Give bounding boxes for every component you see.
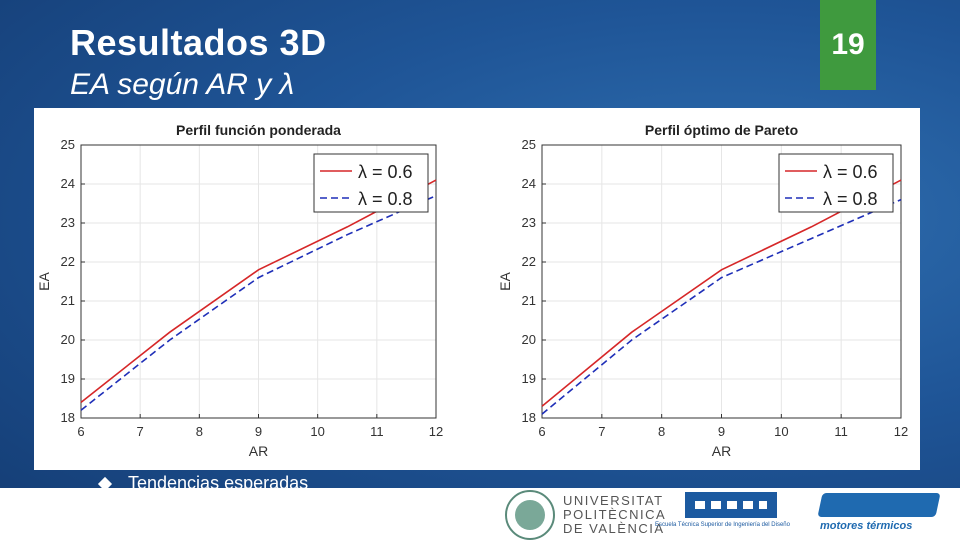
y-tick-label: 18 bbox=[522, 410, 536, 425]
chart-1: 6 7 8 9 10 11 12 18 19 20 21 22 23 24 25 Perfil función… bbox=[36, 122, 443, 459]
x-tick-label: 9 bbox=[255, 424, 262, 439]
x-tick-label: 7 bbox=[598, 424, 605, 439]
cmt-logo: motores térmicos bbox=[817, 493, 941, 532]
x-tick-label: 9 bbox=[718, 424, 725, 439]
cmt-mark-icon bbox=[817, 493, 941, 517]
y-tick-label: 24 bbox=[61, 176, 75, 191]
y-tick-label: 20 bbox=[522, 332, 536, 347]
y-tick-label: 21 bbox=[522, 293, 536, 308]
chart-title: Perfil función ponderada bbox=[176, 122, 341, 138]
upv-seal-icon bbox=[505, 490, 555, 540]
cmt-logo-text: motores térmicos bbox=[820, 520, 913, 532]
etsid-logo-text: Escuela Técnica Superior de Ingeniería d… bbox=[655, 522, 790, 528]
y-axis-label: EA bbox=[497, 272, 513, 291]
slide-title: Resultados 3D bbox=[70, 22, 327, 63]
chart-panel: 6 7 8 9 10 11 12 18 19 20 21 22 23 24 25 Perfil función… bbox=[34, 108, 920, 470]
y-tick-label: 25 bbox=[61, 137, 75, 152]
upv-logo: UNIVERSITAT POLITÈCNICA DE VALÈNCIA bbox=[505, 490, 666, 540]
x-axis-label: AR bbox=[249, 443, 268, 459]
legend-label-1: λ = 0.6 bbox=[358, 162, 413, 182]
legend-label-2: λ = 0.8 bbox=[823, 189, 878, 209]
series-line-2 bbox=[541, 198, 902, 415]
charts-svg: 6 7 8 9 10 11 12 18 19 20 21 22 23 24 25 Perfil función… bbox=[36, 122, 908, 459]
x-tick-label: 7 bbox=[137, 424, 144, 439]
x-tick-label: 12 bbox=[894, 424, 908, 439]
slide-subtitle: EA según AR y λ bbox=[70, 68, 295, 101]
y-axis-label: EA bbox=[36, 272, 52, 291]
x-axis-label: AR bbox=[712, 443, 731, 459]
footer-logo-strip bbox=[0, 488, 960, 540]
x-tick-label: 12 bbox=[429, 424, 443, 439]
legend: λ = 0.6 λ = 0.8 bbox=[313, 153, 429, 213]
legend: λ = 0.6 λ = 0.8 bbox=[778, 153, 894, 213]
upv-logo-text: UNIVERSITAT POLITÈCNICA DE VALÈNCIA bbox=[563, 493, 667, 536]
legend-box bbox=[778, 153, 894, 213]
y-tick-label: 21 bbox=[61, 293, 75, 308]
etsid-mark-icon bbox=[685, 492, 777, 518]
page-number-badge: 19 bbox=[820, 0, 876, 90]
etsid-logo: Escuela Técnica Superior de Ingeniería d… bbox=[655, 492, 805, 528]
y-tick-label: 22 bbox=[61, 254, 75, 269]
y-tick-label: 23 bbox=[522, 215, 536, 230]
legend-label-1: λ = 0.6 bbox=[823, 162, 878, 182]
y-tick-label: 25 bbox=[522, 137, 536, 152]
x-tick-label: 11 bbox=[370, 424, 384, 439]
x-tick-label: 8 bbox=[658, 424, 665, 439]
y-tick-label: 18 bbox=[61, 410, 75, 425]
series-line-2 bbox=[80, 194, 437, 411]
x-tick-label: 6 bbox=[538, 424, 545, 439]
y-tick-label: 23 bbox=[61, 215, 75, 230]
y-tick-label: 22 bbox=[522, 254, 536, 269]
x-tick-label: 6 bbox=[77, 424, 84, 439]
chart-2: 6 7 8 9 10 11 12 18 19 20 21 22 23 24 25 Perfil óptimo … bbox=[497, 122, 908, 459]
x-tick-label: 10 bbox=[774, 424, 788, 439]
x-tick-label: 10 bbox=[310, 424, 324, 439]
y-tick-label: 24 bbox=[522, 176, 536, 191]
legend-box bbox=[313, 153, 429, 213]
y-tick-label: 19 bbox=[61, 371, 75, 386]
x-tick-label: 8 bbox=[196, 424, 203, 439]
x-tick-label: 11 bbox=[834, 424, 848, 439]
y-tick-label: 19 bbox=[522, 371, 536, 386]
page-number: 19 bbox=[831, 28, 865, 61]
legend-label-2: λ = 0.8 bbox=[358, 189, 413, 209]
y-tick-label: 20 bbox=[61, 332, 75, 347]
chart-title: Perfil óptimo de Pareto bbox=[645, 122, 798, 138]
